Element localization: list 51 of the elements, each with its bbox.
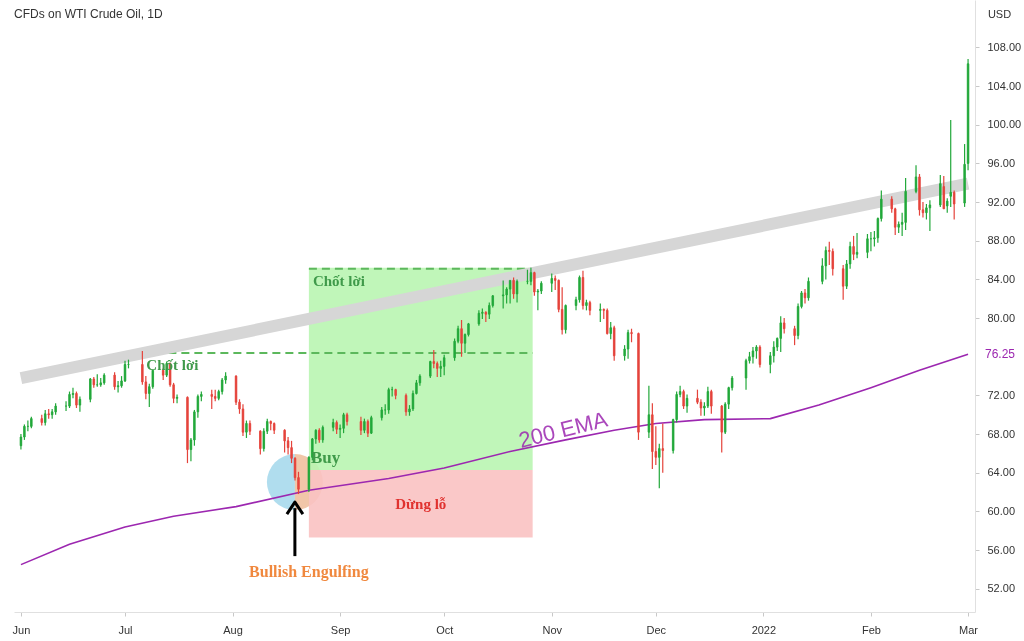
line-series [20,353,969,566]
candlestick [952,189,956,221]
y-tick-label: 100.00 [987,118,1022,131]
candlestick [99,377,102,388]
y-tick-label: 108.00 [987,40,1022,53]
ref-line-label: Chốt lời [146,356,199,373]
y-tick-label: 88.00 [987,234,1016,247]
y-tick-label: 68.00 [987,427,1016,440]
x-tick-label: Mar [959,623,979,636]
candlestick [599,302,602,323]
x-tick-label: Oct [436,623,454,636]
ref-line-label: Chốt lời [312,272,365,289]
x-tick-label: Jun [12,623,31,636]
annotation: Buy [310,447,341,467]
candlestick [75,390,78,409]
y-tick-label: 104.00 [987,79,1022,92]
y-tick-label: 92.00 [987,195,1016,208]
candlestick [852,235,855,261]
band-label: Dừng lỗ [395,495,447,512]
candlestick [210,389,213,410]
y-tick-label: 96.00 [987,156,1016,169]
candlestick [755,344,758,360]
y-tick-label: 72.00 [987,388,1016,401]
y-tick-label: 52.00 [987,582,1016,595]
candlestick [550,273,553,293]
candlestick [630,328,633,343]
x-tick-label: Jul [118,623,133,636]
x-tick-label: Sep [330,623,351,636]
y-tick-label: 56.00 [987,543,1016,556]
y-tick-label: 60.00 [987,504,1016,517]
candlestick [501,279,505,310]
y-tick-label: 64.00 [987,466,1016,479]
candlestick [661,422,664,474]
candlestick [949,119,952,208]
y-tick-label: 84.00 [987,272,1016,285]
x-tick-label: Feb [861,623,881,636]
data-label: 76.25 [984,347,1016,362]
candlestick [585,299,588,311]
text: 200 EMA [516,406,611,453]
candlestick [68,390,71,409]
x-tick-label: Nov [542,623,563,636]
annotation: Bullish Engulfing [249,563,369,582]
candlestick [658,443,661,489]
x-tick-label: 2022 [751,623,777,636]
candlestick [245,419,248,439]
y-axis-title: USD [987,7,1012,20]
x-tick-label: Aug [223,623,243,636]
text: CFDs on WTI Crude Oil, 1D [14,7,164,21]
candlestick [432,349,435,369]
y-tick-label: 80.00 [987,311,1016,324]
x-tick-label: Dec [646,623,667,636]
